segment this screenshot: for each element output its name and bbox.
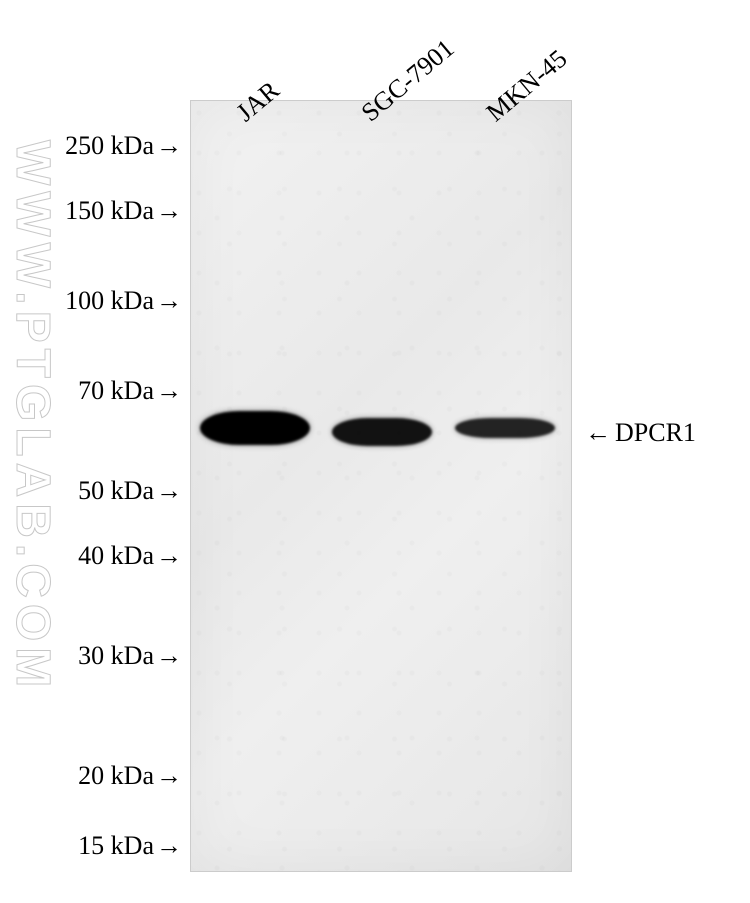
mw-30: 30 kDa→ bbox=[0, 641, 182, 671]
band-mkn45 bbox=[455, 418, 555, 438]
mw-100-text: 100 kDa bbox=[65, 286, 154, 315]
arrow-left-icon: ← bbox=[585, 418, 611, 448]
target-text: DPCR1 bbox=[615, 418, 696, 447]
mw-50: 50 kDa→ bbox=[0, 476, 182, 506]
arrow-icon: → bbox=[156, 476, 182, 505]
mw-100: 100 kDa→ bbox=[0, 286, 182, 316]
figure-stage: WWW.PTGLAB.COM JAR SGC-7901 MKN-45 250 k… bbox=[0, 0, 750, 903]
band-sgc7901 bbox=[332, 418, 432, 446]
mw-20-text: 20 kDa bbox=[78, 761, 154, 790]
arrow-icon: → bbox=[156, 641, 182, 670]
arrow-icon: → bbox=[156, 376, 182, 405]
arrow-icon: → bbox=[156, 131, 182, 160]
target-annotation: ←DPCR1 bbox=[585, 418, 696, 448]
mw-70-text: 70 kDa bbox=[78, 376, 154, 405]
mw-40-text: 40 kDa bbox=[78, 541, 154, 570]
arrow-icon: → bbox=[156, 761, 182, 790]
arrow-icon: → bbox=[156, 196, 182, 225]
arrow-icon: → bbox=[156, 541, 182, 570]
mw-250-text: 250 kDa bbox=[65, 131, 154, 160]
mw-70: 70 kDa→ bbox=[0, 376, 182, 406]
mw-50-text: 50 kDa bbox=[78, 476, 154, 505]
mw-20: 20 kDa→ bbox=[0, 761, 182, 791]
mw-40: 40 kDa→ bbox=[0, 541, 182, 571]
mw-150: 150 kDa→ bbox=[0, 196, 182, 226]
mw-250: 250 kDa→ bbox=[0, 131, 182, 161]
mw-15-text: 15 kDa bbox=[78, 831, 154, 860]
band-jar bbox=[200, 411, 310, 445]
arrow-icon: → bbox=[156, 831, 182, 860]
arrow-icon: → bbox=[156, 286, 182, 315]
blot-membrane bbox=[190, 100, 572, 872]
mw-150-text: 150 kDa bbox=[65, 196, 154, 225]
mw-30-text: 30 kDa bbox=[78, 641, 154, 670]
mw-15: 15 kDa→ bbox=[0, 831, 182, 861]
